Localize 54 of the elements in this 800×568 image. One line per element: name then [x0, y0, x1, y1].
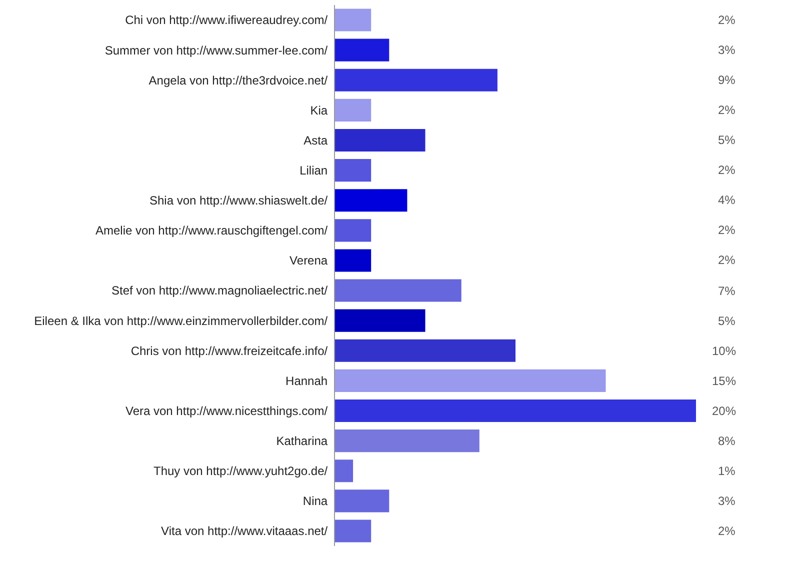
bar [335, 98, 372, 122]
y-tick-label: Chi von http://www.ifiwereaudrey.com/ [125, 13, 328, 28]
bar [335, 219, 372, 242]
bar [335, 189, 408, 212]
data-label: 5% [718, 314, 736, 328]
y-tick-label: Thuy von http://www.yuht2go.de/ [153, 464, 328, 478]
y-tick-label: Angela von http://the3rdvoice.net/ [148, 73, 328, 88]
data-label: 2% [718, 103, 736, 117]
y-tick-label: Vera von http://www.nicestthings.com/ [125, 404, 328, 418]
y-tick-label: Nina [302, 494, 328, 508]
bar [335, 490, 390, 512]
bar [335, 159, 372, 182]
y-tick-label: Vita von http://www.vitaaas.net/ [161, 524, 328, 538]
y-tick-label: Lilian [300, 164, 328, 178]
y-tick-label: Amelie von http://www.rauschgiftengel.com/ [95, 224, 328, 238]
data-label: 2% [718, 524, 736, 538]
bar [335, 309, 426, 332]
data-label: 10% [712, 344, 736, 358]
y-tick-label: Kia [310, 103, 328, 118]
y-tick-label: Summer von http://www.summer-lee.com/ [104, 43, 328, 58]
y-tick-label: Shia von http://www.shiaswelt.de/ [150, 194, 328, 208]
data-label: 3% [718, 494, 736, 508]
bar [335, 399, 696, 422]
y-tick-label: Stef von http://www.magnoliaelectric.net/ [111, 284, 328, 298]
data-label: 2% [718, 223, 736, 237]
bar [335, 520, 372, 542]
bar [335, 369, 606, 392]
data-label: 5% [718, 133, 736, 147]
bar [335, 68, 498, 92]
data-label: 15% [712, 374, 736, 388]
bar [335, 460, 354, 482]
data-label: 9% [718, 73, 736, 87]
bar [335, 430, 480, 452]
bar [335, 8, 372, 32]
bar [335, 38, 390, 62]
y-tick-label: Asta [304, 133, 328, 148]
data-label: 2% [718, 13, 736, 27]
y-tick-label: Verena [290, 254, 328, 268]
data-label: 8% [718, 434, 736, 448]
bar [335, 339, 516, 362]
data-label: 3% [718, 43, 736, 57]
bar [335, 279, 462, 302]
bar [335, 249, 372, 272]
data-label: 1% [718, 464, 736, 478]
y-tick-label: Hannah [286, 374, 328, 388]
data-label: 7% [718, 284, 736, 298]
data-label: 2% [718, 163, 736, 177]
data-label: 4% [718, 193, 736, 207]
y-tick-label: Eileen & Ilka von http://www.einzimmervollerbilder.com/ [34, 314, 328, 328]
bar [335, 128, 426, 152]
y-tick-label: Katharina [276, 434, 328, 448]
data-label: 20% [712, 404, 736, 418]
y-tick-label: Chris von http://www.freizeitcafe.info/ [130, 344, 328, 358]
data-label: 2% [718, 253, 736, 267]
